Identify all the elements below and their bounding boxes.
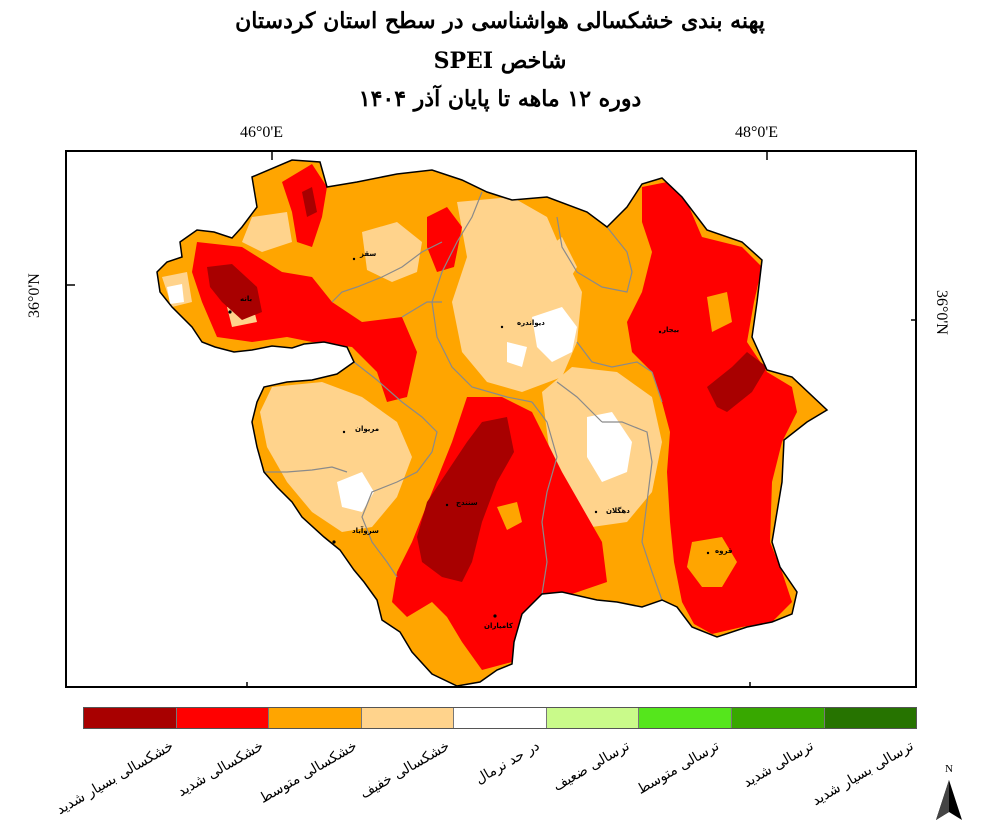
north-arrow-icon: N [936, 763, 962, 820]
svg-text:دهگلان: دهگلان [606, 506, 630, 515]
svg-text:سقز: سقز [359, 250, 376, 258]
north-label: N [945, 763, 953, 775]
legend-swatch-extreme-wet [824, 708, 917, 728]
map-subtitle-period: دوره ۱۲ ماهه تا پایان آذر ۱۴۰۴ [358, 86, 642, 112]
legend-label-mild-wet: ترسالی ضعیف [550, 738, 632, 795]
province-outline [156, 159, 829, 686]
svg-text:قروه: قروه [715, 547, 733, 555]
legend-swatch-moderate-drought [269, 708, 362, 728]
city-saqqez: سقز [352, 250, 376, 261]
legend-label-moderate-wet: ترسالی متوسط [634, 738, 722, 798]
legend-label-moderate-drought: خشکسالی متوسط [256, 738, 360, 807]
map-ticks [67, 152, 915, 686]
svg-text:دیواندره: دیواندره [517, 319, 545, 327]
legend-swatch-normal [454, 708, 547, 728]
legend-swatch-severe-wet [731, 708, 825, 728]
city-marivan: مریوان [342, 425, 379, 434]
legend-swatch-severe-drought [176, 708, 270, 728]
legend-label-mild-drought: خشکسالی خفیف [356, 738, 452, 803]
city-bijar: بیجار [658, 326, 680, 334]
legend-swatch-extreme-drought [84, 708, 177, 728]
map-title: پهنه بندی خشکسالی هواشناسی در سطح استان … [235, 8, 765, 34]
city-kamyaran: کامیاران [484, 614, 514, 630]
city-qorveh: قروه [706, 547, 733, 555]
svg-text:کامیاران: کامیاران [484, 622, 514, 630]
axis-label-top-right: 48°0'E [735, 124, 779, 141]
axis-label-left: 36°0'N [26, 273, 43, 318]
county-boundaries [264, 191, 663, 601]
axis-label-top-left: 46°0'E [240, 124, 284, 141]
legend-swatch-mild-wet [546, 708, 640, 728]
city-dehgolan: دهگلان [594, 506, 630, 515]
svg-text:سروآباد: سروآباد [352, 526, 379, 535]
svg-text:بیجار: بیجار [661, 326, 680, 334]
city-sarvabad: سروآباد [332, 526, 379, 544]
svg-text:مریوان: مریوان [355, 425, 379, 433]
map-frame: سقز بانه دیواندره بیجار مریوان سنندج [65, 150, 917, 688]
legend-bar [83, 707, 917, 729]
drought-map: سقز بانه دیواندره بیجار مریوان سنندج [67, 152, 915, 686]
city-baneh: بانه [228, 295, 253, 314]
legend-label-extreme-wet: ترسالی بسیار شدید [808, 738, 916, 810]
axis-label-right: 36°0'N [933, 290, 950, 335]
svg-text:سنندج: سنندج [456, 499, 478, 507]
svg-text:بانه: بانه [240, 295, 253, 303]
map-subtitle-index: شاخص SPEI [433, 48, 567, 74]
legend-label-normal: در حد نرمال [472, 738, 542, 788]
city-markers: سقز بانه دیواندره بیجار مریوان سنندج [228, 250, 733, 630]
legend-label-severe-wet: ترسالی شدید [740, 738, 816, 792]
city-divandarreh: دیواندره [500, 319, 545, 329]
legend-label-severe-drought: خشکسالی شدید [174, 738, 266, 801]
legend-swatch-mild-drought [361, 708, 455, 728]
legend-label-extreme-drought: خشکسالی بسیار شدید [53, 738, 177, 819]
north-arrow: N [932, 760, 966, 824]
city-sanandaj: سنندج [445, 499, 478, 507]
legend-swatch-moderate-wet [639, 708, 732, 728]
